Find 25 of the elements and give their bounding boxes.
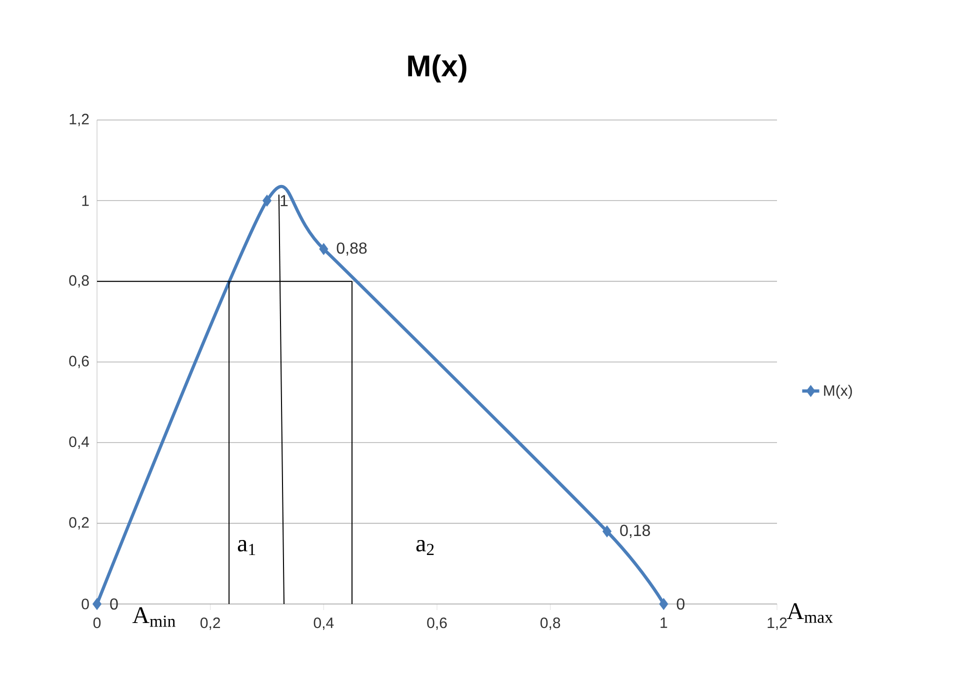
y-tick-label: 0 bbox=[82, 598, 89, 610]
text: A$_{max}$ bbox=[786, 603, 833, 623]
x-tick-label: 1 bbox=[660, 618, 668, 628]
y-tick-label: 0,4 bbox=[69, 436, 90, 449]
data-label: 0,18 bbox=[620, 524, 650, 538]
annotation: a$_{2}$ bbox=[416, 540, 434, 556]
y-tick-label: 0,8 bbox=[69, 275, 89, 288]
x-tick-label: 0 bbox=[93, 618, 101, 628]
y-tick-label: 0,6 bbox=[69, 356, 89, 368]
x-tick-label: 0,8 bbox=[540, 618, 560, 630]
legend-label: M(x) bbox=[824, 384, 852, 399]
data-label: 0 bbox=[676, 598, 684, 610]
x-tick-label: 1,2 bbox=[768, 618, 787, 630]
annotation: a$_{1}$ bbox=[238, 540, 256, 556]
data-label: 0 bbox=[110, 598, 118, 610]
y-tick-label: 1,2 bbox=[70, 114, 89, 126]
text: A$_{min}$ bbox=[132, 607, 176, 627]
chart-title: M(x) bbox=[408, 54, 466, 82]
data-label: 0,88 bbox=[336, 242, 367, 256]
x-tick-label: 0,4 bbox=[314, 618, 334, 630]
data-label: 1 bbox=[280, 195, 288, 206]
x-tick-label: 0,2 bbox=[200, 618, 220, 630]
y-tick-label: 1 bbox=[82, 195, 89, 206]
y-tick-label: 0,2 bbox=[69, 517, 89, 530]
x-tick-label: 0,6 bbox=[427, 618, 447, 630]
